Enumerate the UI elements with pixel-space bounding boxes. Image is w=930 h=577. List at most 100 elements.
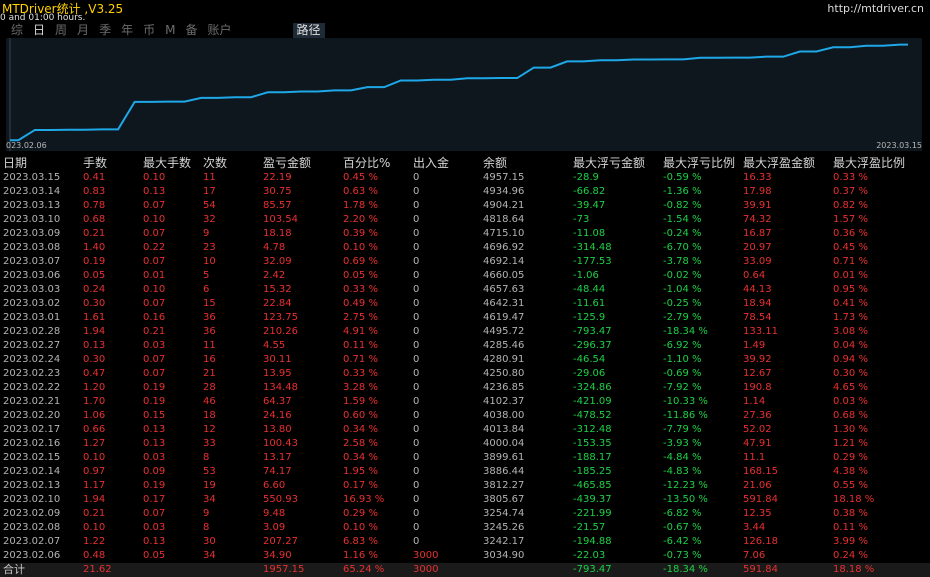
cell-date: 2023.02.14	[3, 466, 61, 477]
table-row[interactable]: 2023.02.17 0.66 0.13 12 13.80 0.34 % 0 4013.84 -…	[0, 423, 930, 437]
cell-profit: 24.16	[263, 410, 292, 421]
cell-max-float-profit-pct: 0.36 %	[833, 228, 868, 239]
table-row[interactable]: 2023.03.06 0.05 0.01 5 2.42 0.05 % 0 4660.05 -1.…	[0, 269, 930, 283]
cell-date: 2023.02.17	[3, 424, 61, 435]
cell-deposit: 0	[413, 228, 420, 239]
header-deposit[interactable]: 出入金	[413, 156, 450, 170]
cell-balance: 4904.21	[483, 200, 525, 211]
cell-max-float-profit: 47.91	[743, 438, 772, 449]
header-max-float-loss[interactable]: 最大浮亏金额	[573, 156, 646, 170]
header-balance[interactable]: 余额	[483, 156, 508, 170]
table-row[interactable]: 2023.03.14 0.83 0.13 17 30.75 0.63 % 0 4934.96 -…	[0, 185, 930, 199]
table-row[interactable]: 2023.02.07 1.22 0.13 30 207.27 6.83 % 0 3242.17…	[0, 535, 930, 549]
cell-date: 2023.03.15	[3, 172, 61, 183]
table-row[interactable]: 2023.02.20 1.06 0.15 18 24.16 0.60 % 0 4038.00 -…	[0, 409, 930, 423]
cell-max-lots: 0.13	[143, 438, 166, 449]
table-row[interactable]: 2023.02.24 0.30 0.07 16 30.11 0.71 % 0 4280.91 -…	[0, 353, 930, 367]
cell-date: 2023.02.21	[3, 396, 61, 407]
table-header: 日期 手数 最大手数 次数 盈亏金额 百分比% 出入金 余额 最大浮亏金额 最大浮亏比例 最大浮盈金…	[0, 155, 930, 171]
table-row[interactable]: 2023.03.02 0.30 0.07 15 22.84 0.49 % 0 4642.31 -…	[0, 297, 930, 311]
header-date[interactable]: 日期	[3, 156, 28, 170]
header-profit[interactable]: 盈亏金额	[263, 156, 312, 170]
cell-lots: 0.24	[83, 284, 106, 295]
cell-percent: 6.83 %	[343, 536, 378, 547]
tab-route[interactable]: 路径	[292, 22, 325, 38]
tab-day[interactable]: 日	[33, 22, 46, 37]
table-row[interactable]: 2023.03.07 0.19 0.07 10 32.09 0.69 % 0 4692.14 -…	[0, 255, 930, 269]
cell-max-float-loss-pct: -1.54 %	[663, 214, 702, 225]
table-row[interactable]: 2023.02.27 0.13 0.03 11 4.55 0.11 % 0 4285.46 -2…	[0, 339, 930, 353]
tab-year[interactable]: 年	[121, 22, 134, 37]
tab-summary[interactable]: 综	[11, 22, 24, 37]
cell-deposit: 0	[413, 284, 420, 295]
table-row[interactable]: 2023.03.10 0.68 0.10 32 103.54 2.20 % 0 4818.64…	[0, 213, 930, 227]
cell-max-lots: 0.01	[143, 270, 166, 281]
cell-max-float-profit: 591.84	[743, 494, 778, 505]
cell-percent: 16.93 %	[343, 494, 385, 505]
cell-profit: 85.57	[263, 200, 292, 211]
cell-max-float-profit: 16.87	[743, 228, 772, 239]
cell-lots: 0.30	[83, 354, 106, 365]
cell-deposit: 0	[413, 200, 420, 211]
table-row[interactable]: 2023.02.15 0.10 0.03 8 13.17 0.34 % 0 3899.61 -1…	[0, 451, 930, 465]
table-row[interactable]: 2023.02.28 1.94 0.21 36 210.26 4.91 % 0 4495.72…	[0, 325, 930, 339]
header-max-lots[interactable]: 最大手数	[143, 156, 192, 170]
table-row[interactable]: 2023.03.13 0.78 0.07 54 85.57 1.78 % 0 4904.21 -…	[0, 199, 930, 213]
cell-max-float-profit-pct: 0.04 %	[833, 340, 868, 351]
table-row[interactable]: 2023.02.08 0.10 0.03 8 3.09 0.10 % 0 3245.26 -21…	[0, 521, 930, 535]
cell-lots: 0.21	[83, 508, 106, 519]
cell-lots: 0.68	[83, 214, 106, 225]
header-lots[interactable]: 手数	[83, 156, 108, 170]
cell-deposit: 0	[413, 186, 420, 197]
cell-lots: 0.41	[83, 172, 106, 183]
header-trades[interactable]: 次数	[203, 156, 228, 170]
cell-trades: 36	[203, 326, 216, 337]
cell-date: 2023.02.09	[3, 508, 61, 519]
cell-trades: 21	[203, 368, 216, 379]
table-row[interactable]: 2023.02.10 1.94 0.17 34 550.93 16.93 % 0 3805.6…	[0, 493, 930, 507]
site-link[interactable]: http://mtdriver.cn	[827, 2, 924, 15]
cell-lots: 1.17	[83, 480, 106, 491]
cell-lots: 1.20	[83, 382, 106, 393]
cell-percent: 0.29 %	[343, 508, 378, 519]
table-row[interactable]: 2023.02.13 1.17 0.19 19 6.60 0.17 % 0 3812.27 -4…	[0, 479, 930, 493]
cell-lots: 1.06	[83, 410, 106, 421]
table-row[interactable]: 2023.03.08 1.40 0.22 23 4.78 0.10 % 0 4696.92 -3…	[0, 241, 930, 255]
table-row[interactable]: 2023.03.01 1.61 0.16 36 123.75 2.75 % 0 4619.47…	[0, 311, 930, 325]
table-row[interactable]: 2023.02.21 1.70 0.19 46 64.37 1.59 % 0 4102.37 -…	[0, 395, 930, 409]
cell-balance: 4957.15	[483, 172, 525, 183]
table-row[interactable]: 2023.02.16 1.27 0.13 33 100.43 2.58 % 0 4000.04…	[0, 437, 930, 451]
cell-max-float-loss-pct: -0.73 %	[663, 550, 702, 561]
header-max-float-loss-pct[interactable]: 最大浮亏比例	[663, 156, 736, 170]
total-max-float-loss-pct: -18.34 %	[663, 564, 708, 575]
cell-lots: 0.10	[83, 522, 106, 533]
table-row[interactable]: 2023.03.09 0.21 0.07 9 18.18 0.39 % 0 4715.10 -1…	[0, 227, 930, 241]
header-max-float-profit-pct[interactable]: 最大浮盈比例	[833, 156, 906, 170]
total-percent: 65.24 %	[343, 564, 385, 575]
tab-account[interactable]: 账户	[207, 22, 232, 37]
tab-week[interactable]: 周	[55, 22, 68, 37]
table-row[interactable]: 2023.02.09 0.21 0.07 9 9.48 0.29 % 0 3254.74 -22…	[0, 507, 930, 521]
table-row[interactable]: 2023.02.14 0.97 0.09 53 74.17 1.95 % 0 3886.44 -…	[0, 465, 930, 479]
cell-lots: 1.94	[83, 494, 106, 505]
tab-currency[interactable]: 币	[143, 22, 156, 37]
table-row[interactable]: 2023.03.03 0.24 0.10 6 15.32 0.33 % 0 4657.63 -4…	[0, 283, 930, 297]
cell-max-float-profit-pct: 18.18 %	[833, 494, 875, 505]
cell-date: 2023.02.20	[3, 410, 61, 421]
tab-month[interactable]: 月	[77, 22, 90, 37]
cell-trades: 17	[203, 186, 216, 197]
tab-note[interactable]: 备	[185, 22, 198, 37]
cell-balance: 4013.84	[483, 424, 525, 435]
table-row[interactable]: 2023.02.06 0.48 0.05 34 34.90 1.16 % 3000 3034.…	[0, 549, 930, 563]
tab-quarter[interactable]: 季	[99, 22, 112, 37]
cell-max-float-loss-pct: -6.42 %	[663, 536, 702, 547]
cell-max-float-loss: -11.08	[573, 228, 606, 239]
header-max-float-profit[interactable]: 最大浮盈金额	[743, 156, 816, 170]
balance-chart	[6, 38, 922, 151]
table-row[interactable]: 2023.02.22 1.20 0.19 28 134.48 3.28 % 0 4236.85…	[0, 381, 930, 395]
tab-magic[interactable]: M	[165, 22, 176, 37]
header-percent[interactable]: 百分比%	[343, 156, 391, 170]
table-row[interactable]: 2023.03.15 0.41 0.10 11 22.19 0.45 % 0 4957.15 -…	[0, 171, 930, 185]
table-row[interactable]: 2023.02.23 0.47 0.07 21 13.95 0.33 % 0 4250.80 -…	[0, 367, 930, 381]
cell-max-float-loss-pct: -7.79 %	[663, 424, 702, 435]
